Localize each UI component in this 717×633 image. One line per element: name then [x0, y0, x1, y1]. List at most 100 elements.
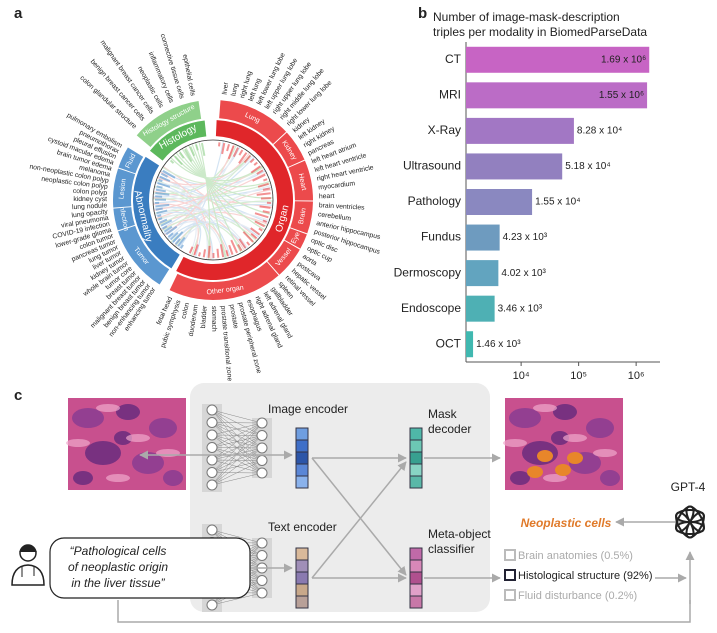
gpt-logo: [675, 505, 695, 533]
ring-tick: [156, 209, 168, 215]
ring-tick: [162, 225, 168, 230]
connection: [211, 592, 263, 606]
neuron: [256, 442, 268, 454]
subgroup-label: Brain: [298, 207, 308, 224]
neuron: [256, 587, 268, 599]
ring-tick: [207, 245, 211, 258]
class-label: colon polyp: [73, 188, 108, 197]
ring-tick: [159, 218, 168, 224]
chord: [166, 145, 239, 240]
embedding-cell: [409, 571, 423, 585]
bar: [466, 46, 650, 73]
chord: [157, 211, 269, 225]
ring-tick: [230, 239, 238, 254]
chord: [170, 153, 253, 179]
ring-tick: [167, 232, 174, 238]
tissue-nucleus: [73, 471, 93, 485]
value-label: 4.23 x 10³: [503, 232, 548, 243]
chord: [174, 225, 200, 257]
segmented-cell: [537, 450, 553, 462]
class-label: myocardium: [318, 180, 356, 191]
connection: [211, 422, 263, 473]
x-tick-label: 10⁴: [513, 370, 530, 382]
chord: [184, 146, 266, 231]
stethoscope: [21, 567, 35, 577]
checkbox: [504, 589, 516, 601]
embedding-cell: [295, 463, 309, 477]
neuron: [256, 430, 268, 441]
ring-tick: [243, 154, 252, 164]
ring-tick: [249, 158, 255, 164]
x-tick-label: 10⁶: [628, 370, 645, 382]
bar: [466, 82, 648, 109]
y-tick-label: Dermoscopy: [394, 265, 461, 279]
prompt-text: in the liver tissue”: [71, 576, 165, 590]
classifier-label: Meta-object: [428, 527, 491, 541]
y-tick-label: CT: [445, 52, 462, 66]
prompt-bubble: [49, 537, 251, 599]
ring-tick: [238, 152, 248, 164]
embedding-cell: [409, 427, 423, 441]
embedding-cell: [409, 463, 423, 477]
y-tick-label: Pathology: [408, 194, 461, 208]
ring-tick: [163, 225, 173, 233]
y-tick-label: X-Ray: [428, 123, 461, 137]
chord: [178, 140, 225, 250]
group-band: [176, 120, 294, 280]
embedding-cell: [295, 547, 309, 561]
bar: [466, 117, 574, 144]
ring-tick: [159, 175, 171, 183]
panel-label: a: [14, 5, 23, 22]
neuron: [256, 455, 268, 466]
chord: [158, 153, 253, 226]
subgroup-band: [288, 160, 313, 201]
ring-tick: [262, 187, 271, 191]
chord: [175, 152, 271, 188]
value-label: 3.46 x 10³: [498, 303, 543, 314]
doctor-hair: [19, 545, 37, 552]
tissue-nucleus: [72, 408, 104, 428]
embedding-cell: [295, 439, 309, 453]
ring-tick: [226, 143, 230, 152]
subgroup-band: [118, 147, 144, 174]
tissue-fiber: [563, 434, 587, 442]
ring-tick: [262, 210, 270, 214]
ring-tick: [174, 155, 183, 166]
checkbox: [504, 549, 516, 561]
chord: [153, 206, 261, 239]
tissue-nucleus: [600, 470, 620, 486]
ring-tick: [225, 249, 229, 257]
bar: [466, 295, 495, 322]
subgroup-band: [267, 240, 300, 275]
y-tick-label: Endoscope: [401, 301, 461, 315]
bar: [466, 224, 500, 251]
group-band: [132, 156, 180, 269]
bar: [466, 331, 474, 358]
class-label: lung nodule: [72, 202, 108, 211]
ring-tick: [193, 244, 199, 256]
ring-tick: [172, 231, 184, 243]
ring-tick: [155, 207, 163, 211]
text-encoder-label: Text encoder: [268, 520, 337, 534]
subgroup-label: Eye: [290, 231, 301, 245]
chord: [181, 148, 272, 216]
x-tick-label: 10⁵: [570, 370, 587, 382]
value-label: 4.02 x 10³: [501, 268, 546, 279]
connection: [211, 422, 263, 424]
connection: [211, 422, 263, 448]
chord: [173, 188, 273, 247]
neuron: [256, 467, 268, 479]
tissue-fiber: [106, 474, 130, 482]
ring-tick: [155, 203, 170, 208]
ring-tick: [165, 225, 178, 236]
bar: [466, 189, 533, 215]
segmented-cell: [527, 466, 543, 478]
subgroup-band: [112, 168, 136, 208]
subgroup-label: Lesion: [118, 178, 127, 199]
tissue-fiber: [533, 404, 557, 412]
ring-tick: [177, 236, 186, 247]
ring-tick: [169, 159, 175, 164]
ring-tick: [155, 188, 166, 193]
neuron: [256, 550, 268, 561]
subgroup-band: [118, 225, 170, 285]
